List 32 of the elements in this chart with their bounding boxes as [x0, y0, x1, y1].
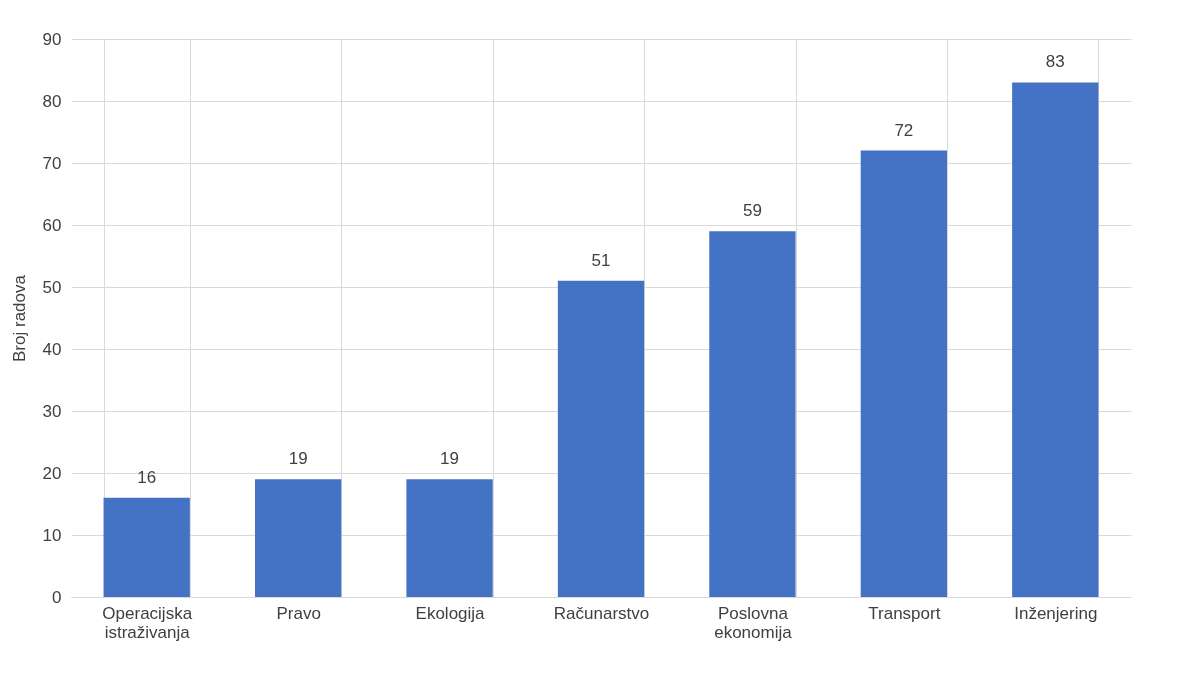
y-axis-title: Broj radova	[9, 274, 29, 362]
y-tick-label: 40	[42, 339, 62, 359]
y-tick-label: 90	[42, 29, 62, 49]
bar	[1012, 82, 1099, 597]
data-label: 83	[1045, 52, 1065, 72]
bar	[254, 479, 342, 597]
x-tick-label: Računarstvo	[553, 603, 650, 623]
data-label: 51	[591, 250, 611, 270]
bar	[709, 231, 796, 597]
x-tick-label: Inženjering	[1014, 603, 1098, 623]
data-label: 19	[440, 449, 460, 469]
x-tick-label: Ekologija	[415, 603, 486, 623]
bar	[860, 150, 948, 597]
data-label: 72	[894, 120, 914, 140]
y-tick-label: 20	[42, 463, 62, 483]
data-label: 19	[288, 449, 308, 469]
x-tick-label: Poslovna ekonomija	[714, 603, 793, 642]
data-label: 16	[137, 467, 157, 487]
bar	[557, 280, 645, 597]
y-tick-label: 0	[52, 587, 62, 607]
y-tick-label: 30	[42, 401, 62, 421]
y-tick-label: 10	[42, 525, 62, 545]
y-tick-label: 50	[42, 277, 62, 297]
x-tick-label: Transport	[868, 603, 941, 623]
bar	[103, 497, 190, 597]
y-tick-label: 80	[42, 91, 62, 111]
x-tick-label: Operacijska istraživanja	[102, 603, 193, 642]
x-tick-label: Pravo	[276, 603, 321, 623]
y-tick-label: 60	[42, 215, 62, 235]
data-label: 59	[742, 201, 762, 221]
y-tick-label: 70	[42, 153, 62, 173]
bar	[406, 479, 493, 597]
